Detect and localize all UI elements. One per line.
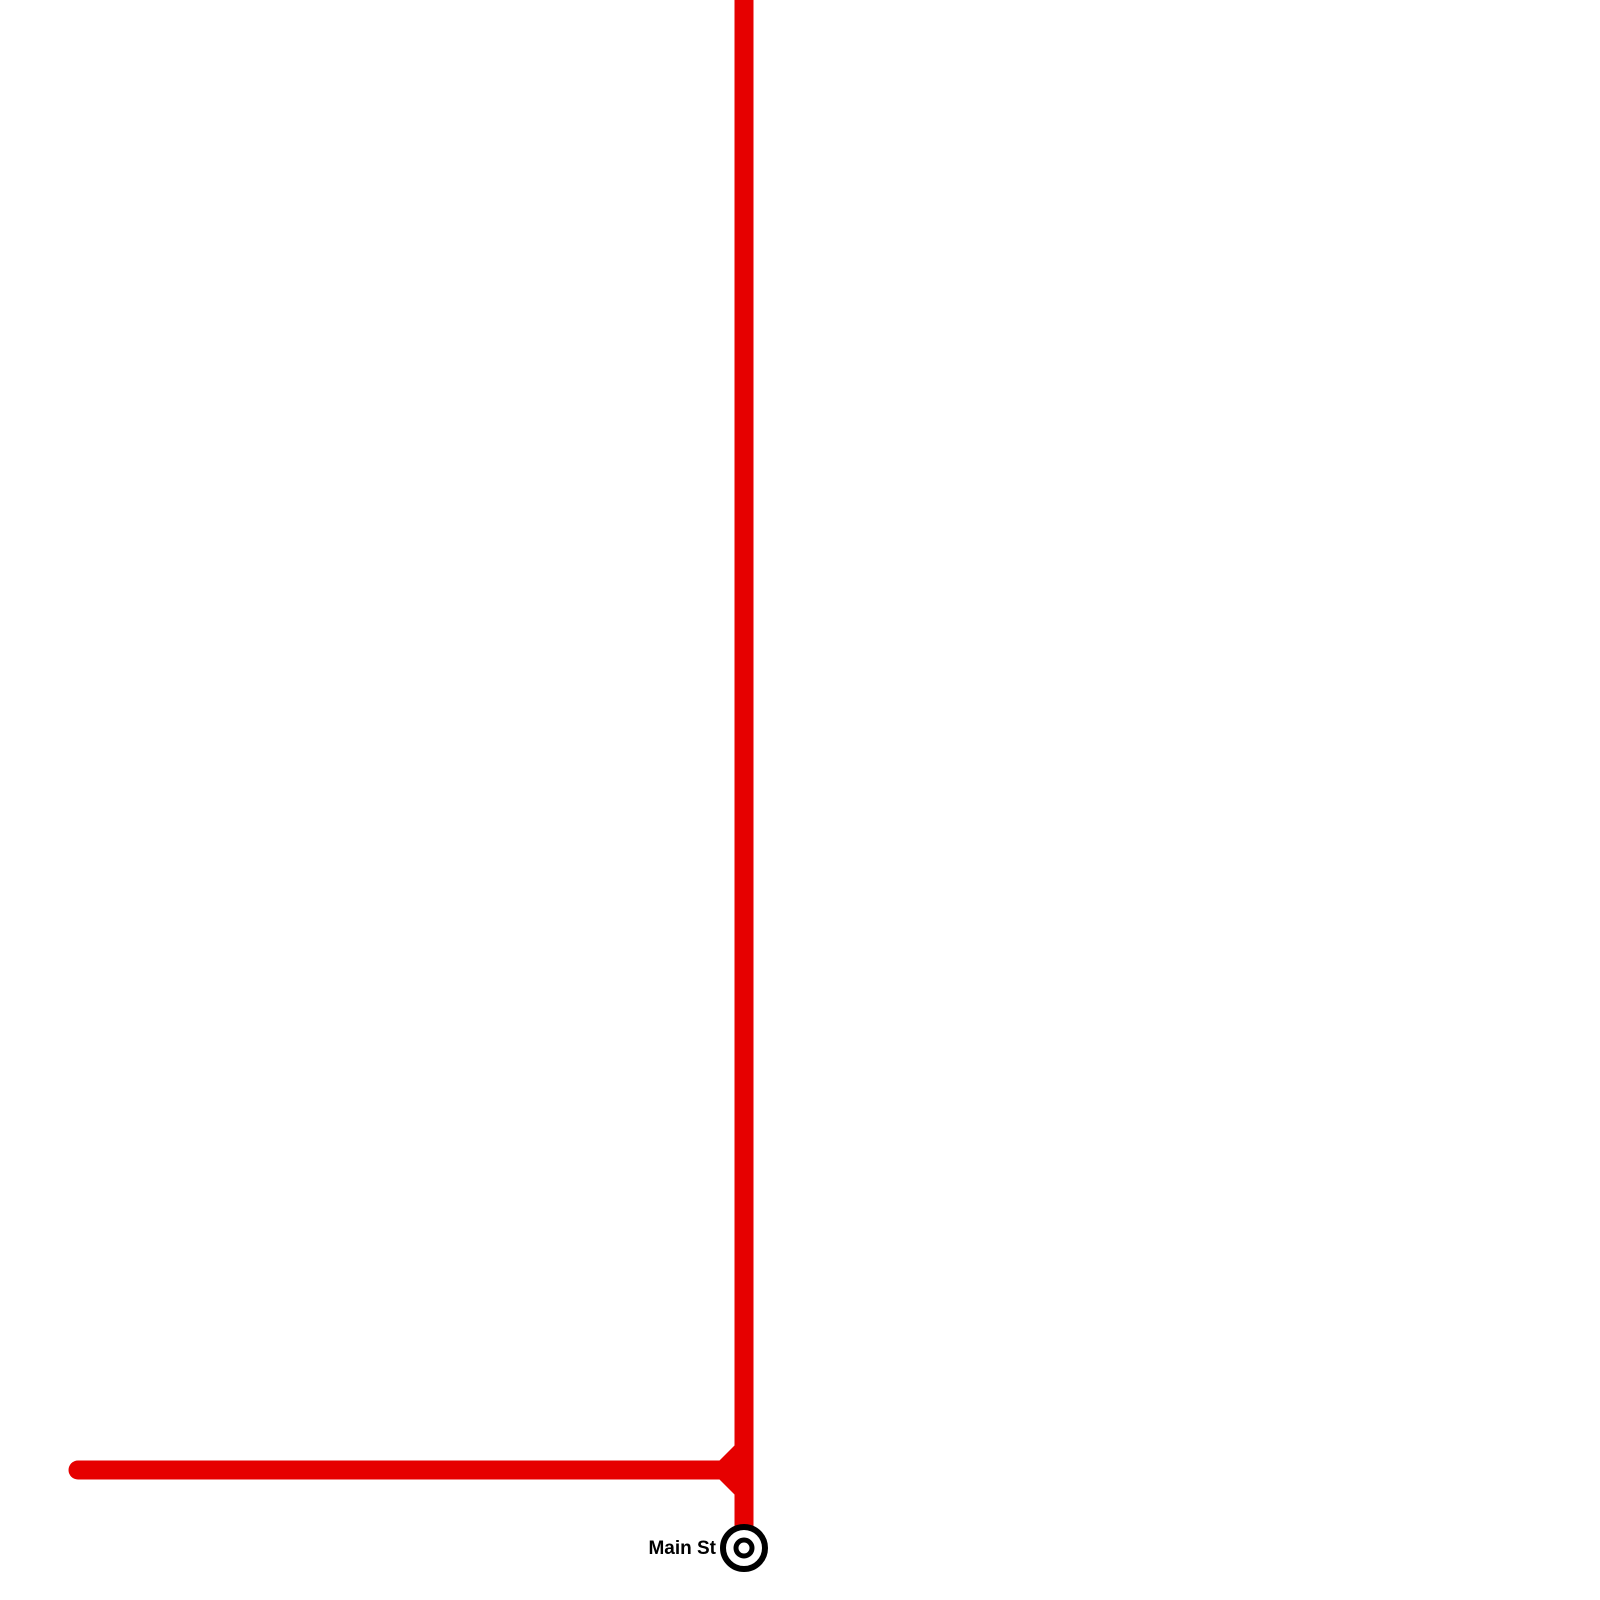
station-inner-ring bbox=[733, 1537, 755, 1559]
station-label: Main St bbox=[648, 1538, 716, 1559]
station-main-st[interactable]: Main St bbox=[648, 1524, 768, 1572]
red-line[interactable] bbox=[68, 0, 754, 1548]
junction-fillet bbox=[718, 1444, 736, 1496]
